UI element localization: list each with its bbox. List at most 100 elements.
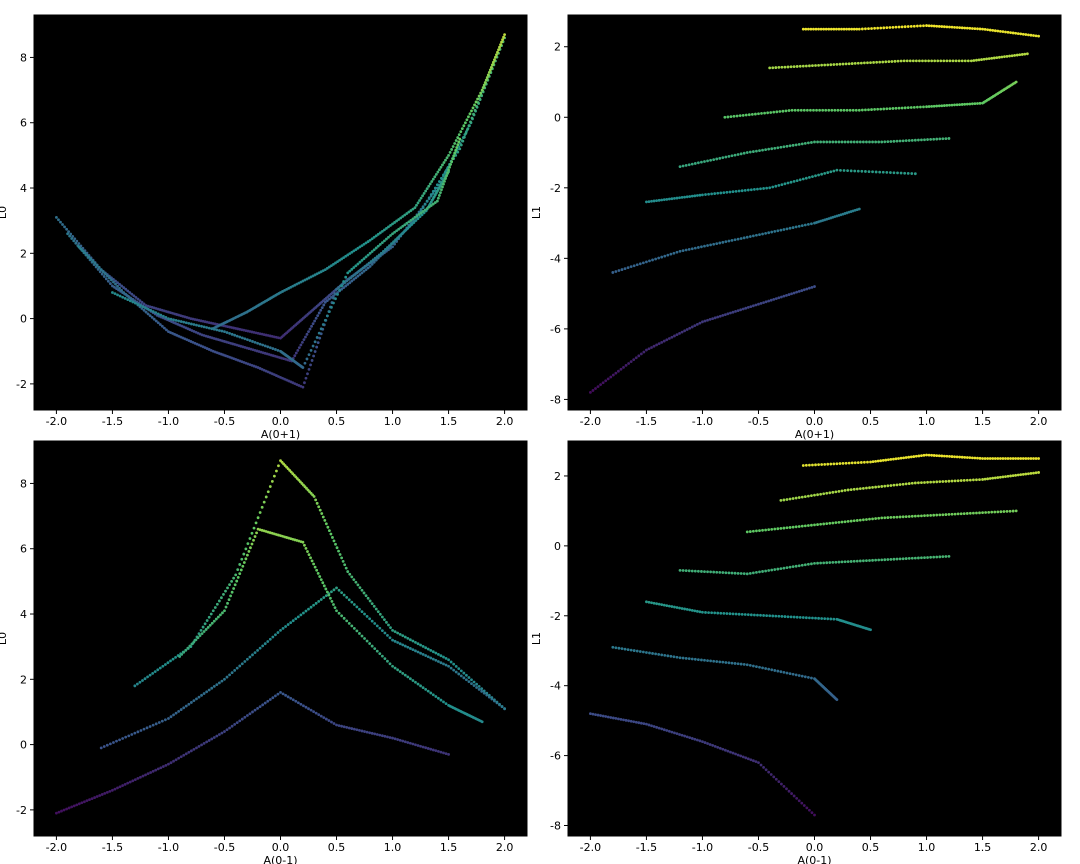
data-point [363,637,366,640]
data-point [700,658,703,662]
data-point [765,614,769,618]
data-point [444,158,447,162]
data-point [360,634,364,638]
data-point [611,373,615,377]
data-point [978,101,982,105]
data-point [389,234,392,237]
data-point [364,268,368,272]
data-point [268,485,272,488]
data-point [348,572,352,576]
data-point [721,314,725,317]
data-point [342,593,346,597]
data-point [772,297,776,301]
data-point [703,741,707,744]
data-point [811,175,814,178]
data-point [251,710,254,714]
data-point [366,240,370,243]
data-point [180,652,184,656]
data-point [305,357,309,361]
data-point [363,730,366,733]
data-point [809,27,813,31]
data-point [393,639,397,643]
data-point [397,218,401,221]
data-point [353,273,357,276]
data-point [317,331,321,335]
series-7 [801,24,1040,38]
x-tick-label: -1.0 [158,841,179,854]
data-point [892,139,896,143]
data-point [325,590,329,594]
data-point [438,194,441,197]
data-point [820,617,824,620]
data-point [841,62,845,66]
data-point [476,97,479,101]
data-point [462,135,466,139]
data-point [340,591,344,595]
data-point [112,280,115,284]
data-point [482,691,486,695]
series-7 [801,453,1040,467]
data-point [148,725,152,728]
data-point [470,116,474,120]
data-point [63,225,66,229]
data-point [501,38,504,42]
data-point [883,140,887,144]
data-point [724,571,728,575]
data-point [877,516,881,520]
data-point [398,670,402,673]
data-point [355,605,359,609]
data-point [795,65,799,68]
data-point [993,476,997,480]
data-point [681,656,685,660]
data-point [272,474,276,478]
data-point [230,579,234,583]
data-point [742,572,746,576]
x-tick-label: 0.0 [806,415,824,428]
data-point [351,274,355,278]
data-point [745,572,749,576]
data-point [110,278,113,282]
x-tick-label: -1.5 [102,841,123,854]
data-point [456,150,460,154]
data-point [920,454,923,458]
data-point [665,197,669,201]
data-point [246,338,249,342]
data-point [456,143,460,147]
data-point [988,28,992,32]
data-point [416,217,420,220]
data-point [860,108,864,112]
data-point [698,321,702,325]
data-point [829,63,833,67]
data-point [212,736,216,739]
data-point [965,456,969,459]
data-point [157,721,161,724]
data-point [470,682,473,686]
data-point [294,617,298,621]
data-point [925,105,928,109]
data-point [886,516,890,519]
data-point [822,492,826,496]
data-point [617,717,620,721]
data-point [139,775,142,779]
data-point [769,773,773,776]
data-point [972,59,976,62]
data-point [324,587,328,591]
data-point [681,569,685,572]
data-point [810,811,814,815]
data-point [131,779,135,783]
data-point [429,193,433,196]
data-point [823,63,827,67]
data-point [724,240,728,244]
data-point [898,483,902,486]
data-point [609,375,613,379]
data-point [187,702,191,706]
data-point [837,520,841,524]
data-point [764,148,768,152]
data-point [467,124,471,128]
data-point [141,679,144,682]
data-point [800,289,804,292]
x-tick-label: -1.5 [102,415,123,428]
data-point [695,738,699,742]
data-point [373,256,377,260]
